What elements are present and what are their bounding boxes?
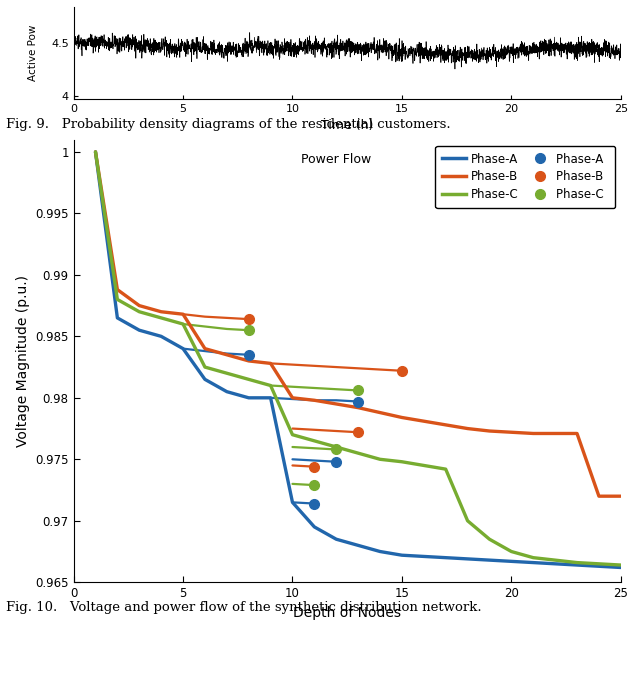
Y-axis label: Voltage Magnitude (p.u.): Voltage Magnitude (p.u.): [16, 275, 29, 447]
Text: Fig. 10.   Voltage and power flow of the synthetic distribution network.: Fig. 10. Voltage and power flow of the s…: [6, 601, 482, 614]
Text: Fig. 9.   Probability density diagrams of the residential customers.: Fig. 9. Probability density diagrams of …: [6, 118, 451, 131]
Legend: Phase-A, Phase-B, Phase-C, Phase-A , Phase-B , Phase-C : Phase-A, Phase-B, Phase-C, Phase-A , Pha…: [435, 146, 615, 208]
Text: Load: Load: [509, 162, 539, 175]
X-axis label: Time (h): Time (h): [321, 119, 373, 132]
Text: Power Flow: Power Flow: [301, 153, 371, 166]
Y-axis label: Active Pow
: Active Pow: [28, 25, 50, 81]
X-axis label: Depth of Nodes: Depth of Nodes: [293, 605, 401, 620]
